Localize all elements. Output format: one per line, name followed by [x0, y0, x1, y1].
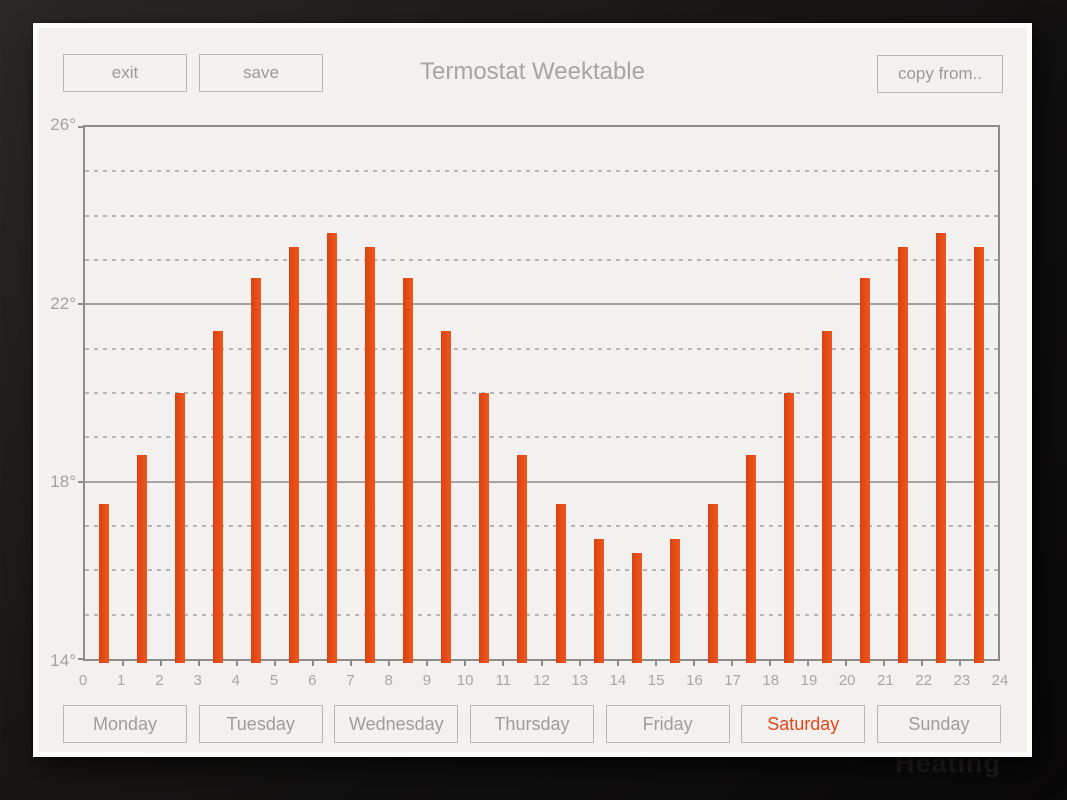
x-axis-tick-23 [958, 659, 961, 666]
x-axis-tick-3 [198, 659, 201, 666]
day-tab-thursday[interactable]: Thursday [469, 705, 594, 743]
x-axis-label-9: 9 [422, 672, 432, 689]
x-axis-tick-9 [426, 659, 429, 666]
temperature-bar-hour-0[interactable] [99, 503, 110, 663]
y-axis-label-14: 14° [50, 651, 76, 670]
day-tab-monday[interactable]: Monday [63, 705, 187, 743]
x-axis-tick-6 [312, 659, 315, 666]
temperature-bar-hour-1[interactable] [137, 455, 148, 663]
temperature-bar-hour-16[interactable] [707, 503, 718, 663]
x-axis-label-13: 13 [571, 672, 589, 689]
y-axis-tick-14 [78, 658, 85, 660]
x-axis-label-21: 21 [877, 672, 894, 689]
day-tab-saturday[interactable]: Saturday [741, 705, 866, 743]
temperature-bar-hour-12[interactable] [555, 503, 566, 663]
temperature-bar-hour-2[interactable] [175, 393, 186, 663]
x-axis-label-20: 20 [838, 672, 856, 689]
temperature-bar-hour-5[interactable] [289, 246, 300, 663]
temperature-bar-hour-8[interactable] [403, 277, 414, 663]
day-tab-bar: Monday Tuesday Wednesday Thursday Friday Satu… [63, 705, 1001, 743]
x-axis-tick-4 [236, 659, 239, 666]
x-axis-label-4: 4 [231, 672, 240, 689]
x-axis-label-23: 23 [953, 672, 971, 689]
x-axis-label-19: 19 [800, 672, 818, 689]
x-axis-label-16: 16 [685, 672, 703, 689]
y-axis-tick-26 [78, 126, 85, 128]
x-axis-tick-5 [274, 659, 277, 666]
temperature-bar-hour-7[interactable] [365, 246, 376, 663]
day-tab-friday[interactable]: Friday [605, 705, 730, 743]
x-axis-label-7: 7 [346, 672, 355, 689]
exit-button[interactable]: exit [63, 54, 187, 92]
x-axis-tick-15 [654, 659, 657, 666]
x-axis-tick-11 [502, 659, 505, 666]
temperature-bar-hour-18[interactable] [783, 393, 794, 663]
temperature-bar-hour-6[interactable] [327, 233, 338, 663]
day-tab-sunday[interactable]: Sunday [876, 705, 1001, 743]
save-button[interactable]: save [199, 54, 323, 92]
x-axis-label-2: 2 [155, 672, 164, 689]
x-axis-label-0: 0 [78, 672, 88, 689]
x-axis-tick-10 [464, 659, 467, 666]
day-tab-tuesday[interactable]: Tuesday [198, 705, 323, 743]
x-axis-tick-20 [844, 659, 847, 666]
temperature-bar-hour-21[interactable] [897, 246, 908, 663]
y-axis-label-26: 26° [50, 115, 76, 134]
x-axis-tick-22 [920, 659, 923, 666]
x-axis-label-22: 22 [915, 672, 932, 689]
x-axis-label-3: 3 [193, 672, 202, 689]
x-axis-tick-16 [692, 659, 695, 666]
x-axis-label-24: 24 [991, 672, 1009, 689]
temperature-bar-hour-17[interactable] [745, 455, 756, 663]
temperature-bar-hour-9[interactable] [441, 330, 452, 663]
temperature-bar-hour-19[interactable] [821, 330, 832, 663]
x-axis-label-1: 1 [117, 672, 126, 689]
x-axis-tick-2 [160, 659, 163, 666]
x-axis-tick-7 [350, 659, 353, 666]
temperature-bar-hour-22[interactable] [935, 233, 946, 663]
x-axis-tick-21 [882, 659, 885, 666]
y-axis-label-22: 22° [50, 293, 76, 313]
temperature-bar-hour-4[interactable] [251, 277, 262, 663]
thermostat-weektable-window: exit save Termostat Weektable copy from.… [33, 23, 1032, 757]
x-axis-label-14: 14 [609, 672, 627, 689]
y-axis-label-18: 18° [50, 472, 76, 492]
temperature-bar-hour-10[interactable] [479, 393, 490, 663]
x-axis-tick-1 [122, 659, 125, 666]
x-axis-tick-12 [540, 659, 543, 666]
day-tab-wednesday[interactable]: Wednesday [334, 705, 459, 743]
x-axis-tick-14 [616, 659, 619, 666]
x-axis-tick-17 [730, 659, 733, 666]
x-axis-label-12: 12 [533, 672, 550, 689]
x-axis-label-5: 5 [269, 672, 279, 689]
temperature-bar-hour-13[interactable] [593, 539, 604, 663]
temperature-bar-hour-15[interactable] [669, 539, 680, 663]
x-axis-tick-13 [578, 659, 581, 666]
x-axis-label-15: 15 [647, 672, 665, 689]
temperature-bar-hour-3[interactable] [213, 330, 224, 663]
page-title: Termostat Weektable [420, 58, 645, 85]
gridline-dashed-23 [85, 259, 998, 261]
x-axis-tick-18 [768, 659, 771, 666]
temperature-bar-hour-14[interactable] [631, 552, 642, 663]
window-panel: exit save Termostat Weektable copy from.… [38, 28, 1027, 752]
x-axis-tick-19 [806, 659, 809, 666]
x-axis-label-18: 18 [762, 672, 780, 689]
x-axis-label-6: 6 [308, 672, 317, 689]
x-axis-label-10: 10 [456, 672, 474, 689]
x-axis-label-17: 17 [724, 672, 741, 689]
temperature-bar-hour-11[interactable] [517, 455, 528, 663]
x-axis-label-8: 8 [384, 672, 393, 689]
temperature-bar-hour-20[interactable] [859, 277, 870, 663]
copy-from-button[interactable]: copy from.. [877, 55, 1003, 93]
temperature-bar-hour-23[interactable] [973, 246, 984, 663]
y-axis-tick-22 [78, 303, 85, 306]
temperature-chart-plot [78, 125, 1000, 666]
x-axis-label-11: 11 [495, 672, 512, 689]
x-axis-tick-8 [388, 659, 391, 666]
gridline-dashed-24 [85, 214, 998, 217]
gridline-dashed-25 [85, 170, 998, 173]
y-axis-tick-18 [78, 480, 85, 483]
